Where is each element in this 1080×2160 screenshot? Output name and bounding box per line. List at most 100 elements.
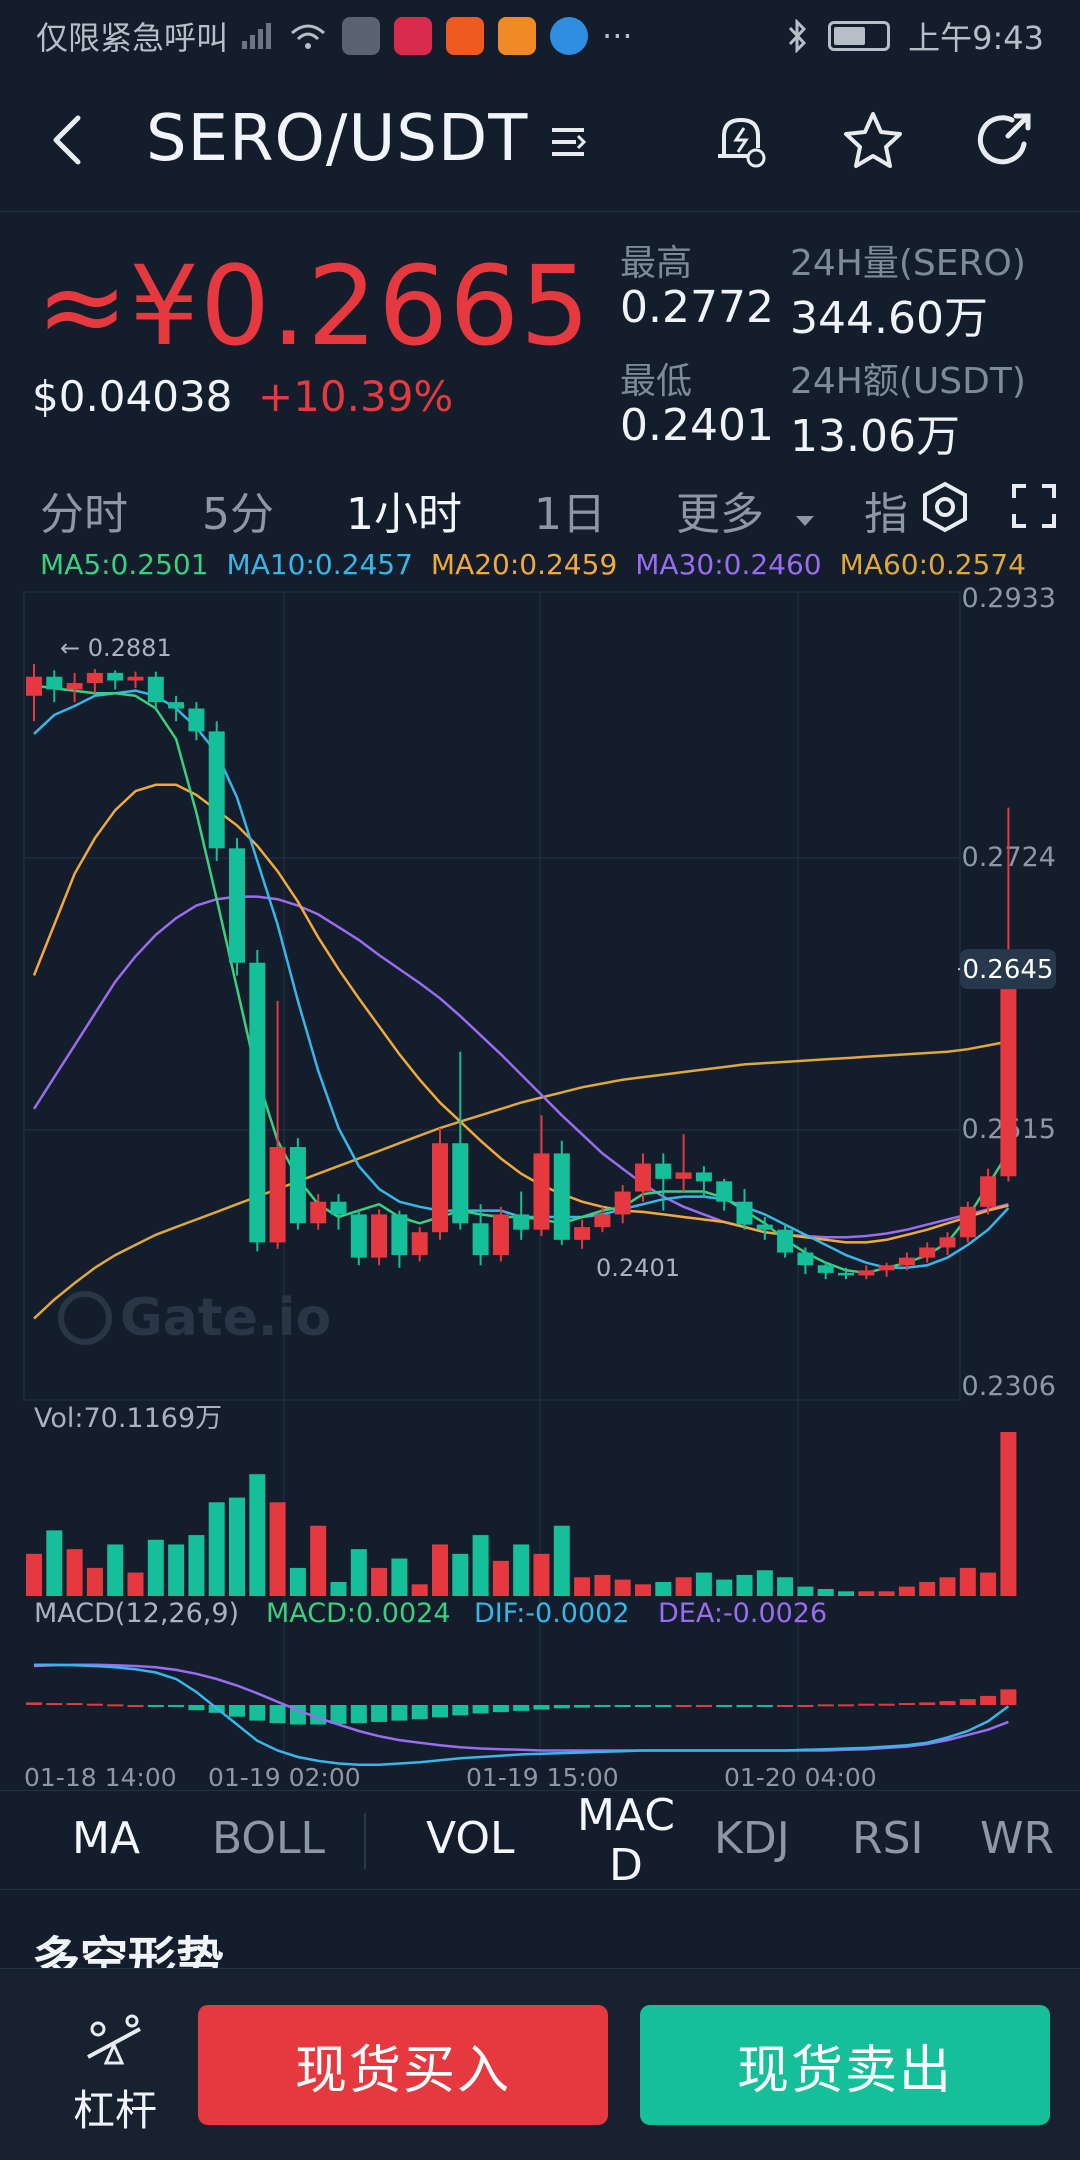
candle-body bbox=[127, 676, 144, 681]
macd-histogram-bar bbox=[635, 1705, 651, 1707]
ind-ma[interactable]: MA bbox=[72, 1813, 141, 1864]
candle-body bbox=[939, 1237, 956, 1248]
volume-bar bbox=[533, 1553, 550, 1596]
trading-pair-title[interactable]: SERO/USDT bbox=[146, 102, 529, 176]
macd-histogram-bar bbox=[939, 1701, 956, 1705]
candle-body bbox=[716, 1181, 733, 1202]
tab-timeshare[interactable]: 分时 bbox=[40, 489, 128, 540]
volume-bar bbox=[716, 1579, 733, 1596]
status-bar: 仅限紧急呼叫 ··· 上午9:43 bbox=[0, 0, 1080, 72]
spot-sell-button[interactable]: 现货卖出 bbox=[640, 2005, 1050, 2125]
candle-body bbox=[371, 1214, 388, 1258]
volume-bar bbox=[371, 1567, 388, 1596]
pair-switch-icon[interactable] bbox=[548, 122, 588, 162]
leverage-button[interactable]: 杠杆 bbox=[60, 2009, 170, 2138]
tab-1day[interactable]: 1日 bbox=[534, 489, 606, 540]
ma5-line bbox=[33, 684, 1010, 1275]
tab-indicators[interactable]: 指 bbox=[864, 489, 908, 540]
volume-bar bbox=[147, 1539, 164, 1596]
volume-bar bbox=[878, 1591, 895, 1596]
candle-body bbox=[492, 1214, 509, 1256]
candle-body bbox=[46, 676, 63, 690]
candle-body bbox=[330, 1201, 347, 1215]
candle-body bbox=[208, 731, 225, 849]
current-price-label: 0.2645 bbox=[963, 955, 1054, 985]
macd-histogram-bar bbox=[898, 1703, 915, 1706]
macd-histogram-bar bbox=[513, 1705, 530, 1711]
price-alert-icon[interactable] bbox=[708, 108, 774, 174]
candle-body bbox=[919, 1247, 936, 1258]
back-arrow-icon[interactable] bbox=[40, 110, 100, 170]
volume-bar bbox=[452, 1553, 469, 1596]
tab-more-label: 更多 bbox=[676, 489, 764, 540]
candle-body bbox=[86, 672, 103, 684]
spot-buy-button[interactable]: 现货买入 bbox=[198, 2005, 608, 2125]
share-icon[interactable] bbox=[972, 108, 1038, 174]
volume-bar bbox=[594, 1574, 611, 1596]
leverage-icon bbox=[87, 2014, 141, 2065]
macd-histogram-bar bbox=[46, 1703, 63, 1706]
volume-bar bbox=[289, 1567, 306, 1596]
fullscreen-icon[interactable] bbox=[1010, 482, 1058, 530]
ind-vol[interactable]: VOL bbox=[426, 1813, 515, 1864]
high-price-marker: ← 0.2881 bbox=[60, 634, 172, 662]
volume-bar bbox=[919, 1581, 936, 1596]
time-axis-label: 01-20 04:00 bbox=[724, 1763, 877, 1792]
candle-body bbox=[533, 1153, 550, 1230]
candle-body bbox=[878, 1265, 895, 1271]
ind-wr[interactable]: WR bbox=[980, 1813, 1055, 1864]
macd-histogram-bar bbox=[350, 1705, 367, 1724]
volume-bar bbox=[350, 1549, 367, 1596]
tab-5min[interactable]: 5分 bbox=[202, 489, 274, 540]
candle-body bbox=[188, 708, 205, 732]
chevron-down-icon bbox=[796, 516, 814, 526]
dea-value: DEA:-0.0026 bbox=[658, 1598, 827, 1629]
macd-value: MACD:0.0024 bbox=[266, 1598, 451, 1629]
status-icons: ··· bbox=[240, 17, 633, 55]
macd-histogram-bar bbox=[168, 1705, 185, 1707]
macd-histogram-bar bbox=[777, 1705, 794, 1707]
candle-body bbox=[777, 1229, 794, 1253]
candle-body bbox=[107, 672, 124, 681]
volume-bar bbox=[391, 1558, 408, 1596]
volume-bar bbox=[838, 1591, 854, 1596]
ind-boll[interactable]: BOLL bbox=[212, 1813, 326, 1864]
candle-body bbox=[817, 1265, 834, 1273]
macd-histogram-bar bbox=[147, 1705, 164, 1707]
volume-bar bbox=[655, 1581, 672, 1596]
candle-body bbox=[289, 1147, 306, 1224]
volume-bar bbox=[614, 1579, 631, 1596]
watermark-text: Gate.io bbox=[120, 1288, 331, 1348]
volume-bar bbox=[432, 1544, 448, 1596]
chart-settings-icon[interactable] bbox=[918, 480, 972, 534]
high-label: 最高 bbox=[620, 243, 693, 284]
volume-bar bbox=[513, 1544, 530, 1596]
macd-histogram-bar bbox=[919, 1702, 936, 1705]
huawei-app-icon bbox=[342, 17, 381, 55]
ma60-legend: MA60:0.2574 bbox=[839, 548, 1026, 581]
ind-rsi[interactable]: RSI bbox=[852, 1813, 924, 1864]
macd-histogram-bar bbox=[980, 1695, 997, 1705]
macd-histogram-bar bbox=[736, 1705, 753, 1707]
candle-body bbox=[513, 1214, 530, 1230]
tab-1hour[interactable]: 1小时 bbox=[346, 489, 462, 540]
wifi-icon bbox=[291, 24, 326, 49]
volume-bar bbox=[249, 1474, 266, 1596]
volume-bar bbox=[330, 1581, 347, 1596]
tab-more[interactable]: 更多 bbox=[676, 478, 816, 542]
carrier-text: 仅限紧急呼叫 bbox=[36, 19, 229, 57]
macd-histogram-bar bbox=[229, 1705, 245, 1717]
ind-kdj[interactable]: KDJ bbox=[714, 1813, 790, 1864]
play-app-icon bbox=[498, 17, 537, 55]
signal-icon bbox=[242, 23, 272, 49]
macd-histogram-bar bbox=[86, 1703, 103, 1706]
volume-bar bbox=[310, 1525, 327, 1596]
ind-macd[interactable]: MACD bbox=[576, 1791, 675, 1889]
candle-body bbox=[411, 1232, 428, 1256]
more-notifications-icon: ··· bbox=[602, 17, 633, 55]
volume-bar bbox=[959, 1567, 976, 1596]
candle-body bbox=[695, 1172, 712, 1182]
candle-body bbox=[350, 1214, 367, 1258]
favorite-star-icon[interactable] bbox=[840, 108, 906, 174]
